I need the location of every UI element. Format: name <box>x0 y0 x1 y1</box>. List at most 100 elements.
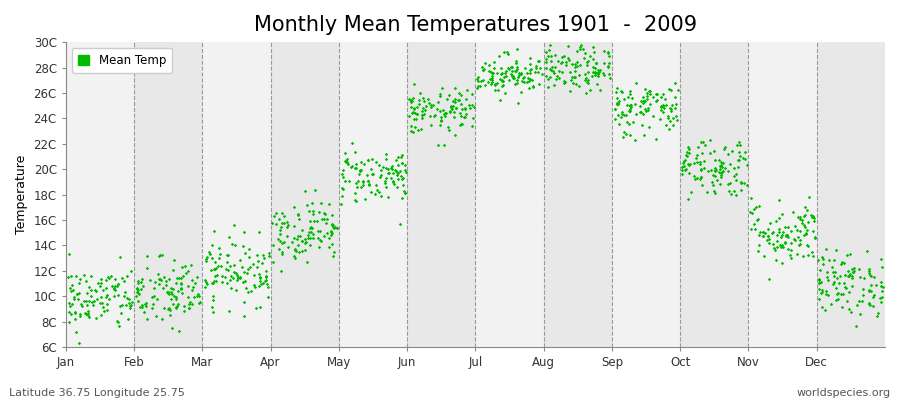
Point <box>874 256 888 262</box>
Point <box>376 164 391 170</box>
Point <box>592 69 607 75</box>
Point <box>732 149 746 155</box>
Point <box>546 69 561 76</box>
Point <box>368 182 382 188</box>
Point <box>473 78 488 85</box>
Point <box>875 294 889 300</box>
Point <box>692 176 706 182</box>
Point <box>260 281 274 287</box>
Point <box>715 159 729 165</box>
Point <box>302 228 316 235</box>
Point <box>695 182 709 188</box>
Point <box>581 69 596 75</box>
Point <box>454 121 468 127</box>
Point <box>417 111 431 118</box>
Point <box>708 157 723 163</box>
Point <box>593 87 608 93</box>
Point <box>81 314 95 320</box>
Point <box>229 286 243 293</box>
Point <box>347 190 362 196</box>
Point <box>149 296 164 302</box>
Point <box>842 306 857 312</box>
Point <box>812 276 826 282</box>
Point <box>140 265 154 271</box>
Point <box>135 304 149 310</box>
Point <box>268 221 283 227</box>
Point <box>122 302 137 309</box>
Point <box>837 284 851 290</box>
Point <box>114 301 129 308</box>
Point <box>62 319 77 325</box>
Point <box>485 78 500 85</box>
Point <box>191 291 205 297</box>
Point <box>190 293 204 300</box>
Point <box>68 294 82 300</box>
Point <box>827 257 842 264</box>
Point <box>428 112 442 118</box>
Point <box>640 90 654 96</box>
Point <box>675 167 689 173</box>
Point <box>466 114 481 121</box>
Point <box>208 266 222 272</box>
Point <box>238 269 252 275</box>
Text: Latitude 36.75 Longitude 25.75: Latitude 36.75 Longitude 25.75 <box>9 388 184 398</box>
Point <box>738 149 752 155</box>
Point <box>787 236 801 242</box>
Point <box>465 90 480 97</box>
Point <box>60 274 75 280</box>
Point <box>675 171 689 177</box>
Point <box>563 76 578 83</box>
Point <box>663 106 678 112</box>
Point <box>309 187 323 193</box>
Point <box>381 166 395 172</box>
Point <box>690 159 705 166</box>
Point <box>862 287 877 294</box>
Point <box>448 85 463 91</box>
Point <box>317 232 331 239</box>
Point <box>619 118 634 125</box>
Point <box>200 254 214 260</box>
Point <box>323 232 338 238</box>
Point <box>577 54 591 61</box>
Bar <box>271 42 339 347</box>
Point <box>272 246 286 252</box>
Point <box>292 232 307 239</box>
Point <box>344 164 358 170</box>
Point <box>509 60 524 66</box>
Point <box>845 274 859 281</box>
Point <box>793 214 807 220</box>
Point <box>636 93 651 100</box>
Point <box>111 281 125 288</box>
Point <box>211 263 225 270</box>
Point <box>654 107 669 114</box>
Point <box>404 103 419 110</box>
Point <box>454 106 469 113</box>
Point <box>390 172 404 178</box>
Point <box>842 271 857 277</box>
Point <box>502 77 517 84</box>
Point <box>799 242 814 249</box>
Point <box>130 280 145 286</box>
Point <box>313 200 328 206</box>
Point <box>680 196 695 202</box>
Point <box>339 158 354 164</box>
Point <box>282 222 296 228</box>
Point <box>206 227 220 234</box>
Point <box>668 105 682 112</box>
Point <box>73 276 87 282</box>
Point <box>405 110 419 116</box>
Point <box>205 297 220 303</box>
Point <box>819 246 833 252</box>
Point <box>621 94 635 101</box>
Point <box>407 106 421 112</box>
Point <box>638 98 652 104</box>
Point <box>406 129 420 135</box>
Point <box>474 64 489 70</box>
Point <box>527 69 542 75</box>
Point <box>220 252 235 258</box>
Point <box>168 296 183 302</box>
Point <box>64 311 78 318</box>
Point <box>506 73 520 80</box>
Point <box>70 291 85 298</box>
Point <box>360 178 374 184</box>
